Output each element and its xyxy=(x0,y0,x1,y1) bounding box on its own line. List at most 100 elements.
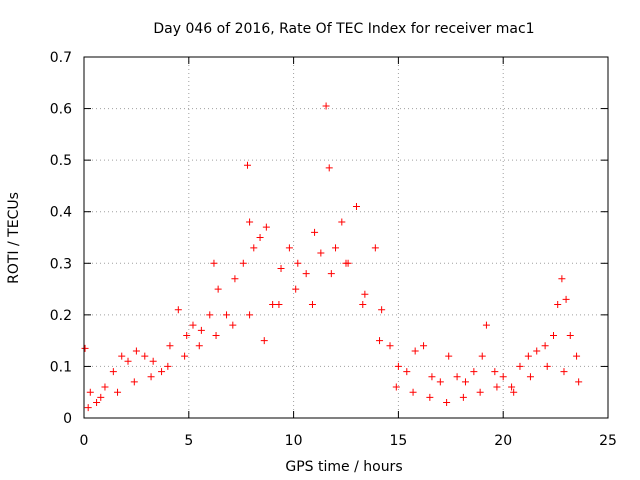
data-point xyxy=(575,378,583,386)
data-point xyxy=(181,352,189,360)
data-point xyxy=(499,373,507,381)
x-tick-label: 15 xyxy=(389,433,407,449)
data-point xyxy=(562,295,570,303)
data-point xyxy=(325,164,333,172)
data-point xyxy=(371,244,379,252)
data-point xyxy=(459,393,467,401)
data-point xyxy=(124,357,132,365)
data-point xyxy=(81,344,89,352)
data-point xyxy=(277,264,285,272)
data-point xyxy=(327,270,335,278)
data-point xyxy=(164,362,172,370)
grid-layer xyxy=(84,57,608,418)
data-point xyxy=(453,373,461,381)
data-point xyxy=(526,373,534,381)
data-point xyxy=(566,331,574,339)
data-point xyxy=(101,383,109,391)
data-point xyxy=(394,362,402,370)
data-point xyxy=(338,218,346,226)
data-point xyxy=(246,311,254,319)
data-point xyxy=(243,161,251,169)
x-tick-label: 25 xyxy=(599,433,617,449)
data-point xyxy=(352,203,360,211)
data-point xyxy=(141,352,149,360)
data-point xyxy=(508,383,516,391)
data-point xyxy=(573,352,581,360)
data-point xyxy=(183,331,191,339)
data-point xyxy=(166,342,174,350)
data-point xyxy=(93,399,101,407)
data-point xyxy=(317,249,325,257)
data-point xyxy=(229,321,237,329)
y-tick-label: 0.6 xyxy=(50,102,72,118)
data-point xyxy=(361,290,369,298)
data-point xyxy=(149,357,157,365)
axes-layer: 0 0.1 0.2 0.3 0.4 0.5 0.6 0.7 0 5 10 15 20 25 xyxy=(50,50,617,449)
data-point xyxy=(541,342,549,350)
data-point xyxy=(223,311,231,319)
data-point xyxy=(269,301,277,309)
data-point xyxy=(533,347,541,355)
data-point xyxy=(428,373,436,381)
data-point xyxy=(308,301,316,309)
x-tick-label: 20 xyxy=(494,433,512,449)
data-point xyxy=(132,347,140,355)
data-point xyxy=(189,321,197,329)
data-point xyxy=(256,234,264,241)
data-point xyxy=(378,306,386,314)
data-point xyxy=(158,368,166,376)
data-point xyxy=(275,301,283,309)
data-point xyxy=(420,342,428,350)
points-layer xyxy=(81,102,583,412)
data-point xyxy=(130,378,138,386)
x-axis-label: GPS time / hours xyxy=(285,459,402,475)
data-point xyxy=(292,285,300,293)
data-point xyxy=(510,388,518,396)
x-tick-label: 10 xyxy=(285,433,303,449)
data-point xyxy=(443,399,451,407)
y-tick-label: 0.7 xyxy=(50,50,72,66)
data-point xyxy=(197,326,205,334)
chart-title: Day 046 of 2016, Rate Of TEC Index for r… xyxy=(153,21,534,37)
data-point xyxy=(392,383,400,391)
data-point xyxy=(322,102,330,110)
data-point xyxy=(445,352,453,360)
y-tick-label: 0.5 xyxy=(50,153,72,169)
data-point xyxy=(97,393,105,401)
data-point xyxy=(470,368,478,376)
data-point xyxy=(543,362,551,370)
data-point xyxy=(461,378,469,386)
data-point xyxy=(210,259,218,267)
data-point xyxy=(147,373,155,381)
data-point xyxy=(554,301,562,309)
data-point xyxy=(386,342,394,350)
y-tick-label: 0.4 xyxy=(50,205,72,221)
data-point xyxy=(476,388,484,396)
data-point xyxy=(212,331,220,339)
data-point xyxy=(359,301,367,309)
data-point xyxy=(516,362,524,370)
data-point xyxy=(478,352,486,360)
data-point xyxy=(294,259,302,267)
data-point xyxy=(195,342,203,350)
data-point xyxy=(482,321,490,329)
data-point xyxy=(409,388,417,396)
data-point xyxy=(550,331,558,339)
data-point xyxy=(262,223,270,231)
data-point xyxy=(174,306,182,314)
x-tick-label: 0 xyxy=(80,433,89,449)
data-point xyxy=(491,368,499,376)
y-axis-label: ROTI / TECUs xyxy=(6,192,22,284)
data-point xyxy=(114,388,122,396)
data-point xyxy=(214,285,222,293)
data-point xyxy=(118,352,126,360)
plot-frame xyxy=(83,56,609,419)
data-point xyxy=(376,337,384,345)
data-point xyxy=(311,228,319,236)
data-point xyxy=(285,244,293,252)
data-point xyxy=(493,383,501,391)
data-point xyxy=(246,218,254,226)
data-point xyxy=(332,244,340,252)
y-tick-label: 0.2 xyxy=(50,308,72,324)
